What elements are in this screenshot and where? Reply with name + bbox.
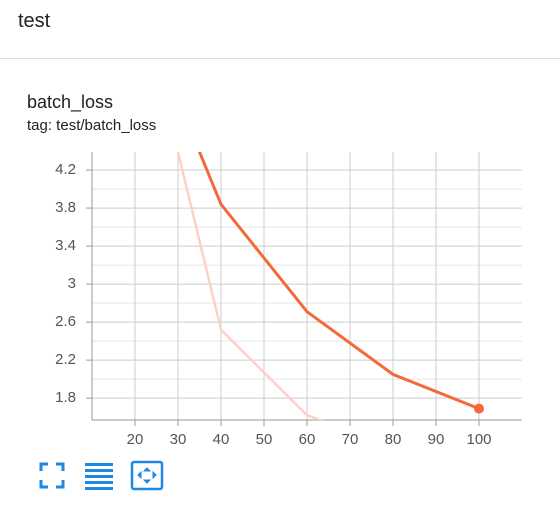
card-title: batch_loss: [27, 92, 114, 112]
y-tick-label: 4.2: [55, 161, 76, 178]
x-tick-label: 60: [299, 431, 316, 448]
y-tick-label: 2.6: [55, 313, 76, 330]
series-line: [197, 152, 480, 410]
x-tick-label: 80: [385, 431, 402, 448]
x-tick-label: 50: [256, 431, 273, 448]
run-title: test: [18, 10, 51, 32]
y-tick-label: 1.8: [55, 389, 76, 406]
last-point: [474, 403, 484, 414]
card-tag: tag: test/batch_loss: [27, 117, 157, 134]
y-tick-label: 3.8: [55, 199, 76, 216]
y-tick-label: 2.2: [55, 351, 76, 368]
x-tick-label: 90: [428, 431, 445, 448]
y-tick-label: 3: [68, 275, 76, 292]
x-tick-label: 40: [213, 431, 230, 448]
x-tick-label: 70: [342, 431, 359, 448]
fit-domain-icon[interactable]: [130, 460, 164, 491]
fullscreen-icon[interactable]: [39, 462, 65, 489]
lines: [176, 152, 484, 420]
grid: [91, 152, 522, 421]
legend-toggle-icon[interactable]: [85, 463, 113, 490]
x-tick-label: 30: [170, 431, 187, 448]
x-tick-label: 100: [466, 431, 491, 448]
separator: [0, 58, 560, 59]
y-tick-label: 3.4: [55, 237, 76, 254]
x-tick-label: 20: [127, 431, 144, 448]
series-line: [176, 152, 325, 420]
